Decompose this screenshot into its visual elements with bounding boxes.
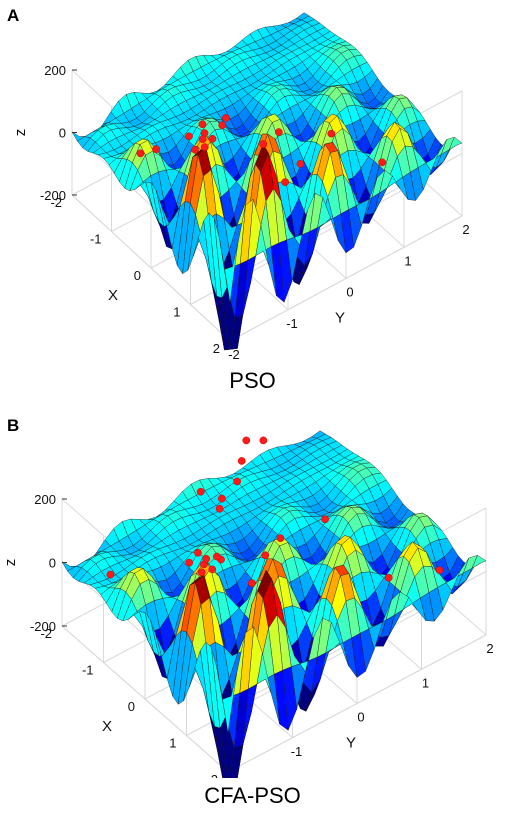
- z-tick-label: -200: [30, 619, 56, 634]
- x-tick-label: -1: [82, 663, 94, 678]
- y-tick-label: 2: [486, 641, 493, 656]
- y-tick-label: -1: [291, 744, 303, 759]
- particle-point: [281, 178, 289, 186]
- y-tick-label: 1: [422, 675, 429, 690]
- panel-a: A -200 0 200 -2 -1 0 1 2 -2 -1 0 1 2 z X Y PSO: [0, 0, 505, 410]
- particle-point: [222, 114, 230, 122]
- particle-point: [198, 120, 207, 129]
- particle-point: [213, 552, 221, 561]
- z-axis-label: z: [12, 129, 29, 137]
- z-tick-label: 0: [49, 556, 56, 571]
- particle-point: [435, 566, 444, 574]
- axis-ticks: -200 0 200 -2 -1 0 1 2 -2 -1 0 1 2 z X Y: [12, 63, 470, 362]
- chart-caption: CFA-PSO: [204, 783, 301, 808]
- z-tick-label: -200: [40, 188, 66, 203]
- particle-point: [296, 160, 305, 168]
- particle-point: [321, 515, 329, 524]
- z-tick-label: 200: [44, 63, 66, 78]
- particle-point: [198, 135, 207, 144]
- particle-point: [259, 140, 268, 148]
- surface-plot-pso: -200 0 200 -2 -1 0 1 2 -2 -1 0 1 2 z X Y: [12, 12, 470, 362]
- particle-point: [196, 487, 205, 496]
- panel-label: A: [7, 6, 20, 25]
- x-axis-label: X: [102, 718, 112, 735]
- particle-point: [242, 436, 251, 445]
- particle-point: [248, 579, 256, 587]
- particle-point: [215, 504, 224, 513]
- particle-point: [136, 149, 145, 158]
- x-tick-label: 1: [169, 736, 176, 751]
- particle-point: [259, 436, 268, 445]
- grid-line: [227, 634, 487, 773]
- z-tick-label: 0: [59, 126, 66, 141]
- x-tick-label: 2: [211, 772, 218, 778]
- y-tick-label: 2: [462, 222, 469, 237]
- particle-point: [200, 143, 209, 151]
- grid-line: [71, 132, 231, 279]
- x-axis-label: X: [108, 287, 118, 304]
- surface-mesh: [61, 430, 487, 778]
- y-tick-label: 0: [357, 710, 364, 725]
- particle-point: [106, 570, 115, 579]
- particle-point: [202, 554, 211, 563]
- particles: [136, 114, 386, 186]
- particle-point: [275, 128, 283, 136]
- x-tick-label: 0: [134, 268, 141, 283]
- particle-point: [237, 457, 246, 465]
- y-tick-label: -1: [286, 316, 298, 331]
- x-tick-label: 1: [173, 305, 180, 320]
- particle-point: [276, 534, 285, 543]
- particle-point: [197, 568, 206, 577]
- x-tick-label: -2: [40, 626, 52, 641]
- particle-point: [152, 145, 160, 154]
- particle-point: [218, 121, 227, 130]
- particle-point: [194, 548, 202, 557]
- x-tick-label: -2: [50, 195, 62, 210]
- particles: [106, 436, 444, 587]
- particle-point: [233, 477, 241, 486]
- panel-label: B: [7, 416, 20, 435]
- particle-point: [384, 573, 393, 582]
- particle-point: [261, 551, 270, 560]
- particle-point: [327, 129, 336, 138]
- z-tick-label: 200: [34, 492, 56, 507]
- y-axis-label: Y: [346, 735, 356, 752]
- particle-point: [208, 565, 217, 574]
- y-tick-label: -2: [228, 347, 240, 362]
- y-axis-label: Y: [335, 310, 345, 327]
- x-tick-label: 0: [128, 699, 135, 714]
- particle-point: [185, 132, 193, 141]
- particle-point: [185, 558, 194, 567]
- z-axis-label: z: [2, 559, 19, 567]
- chart-caption: PSO: [229, 368, 276, 393]
- particle-point: [218, 494, 226, 503]
- x-tick-label: 2: [213, 341, 220, 356]
- grid-line: [61, 562, 229, 709]
- x-tick-label: -1: [90, 232, 102, 247]
- particle-point: [378, 158, 386, 167]
- particle-point: [191, 145, 199, 154]
- y-tick-label: 1: [404, 253, 411, 268]
- grid-line: [229, 215, 463, 342]
- particle-point: [208, 134, 217, 143]
- surface-mesh: [71, 12, 463, 351]
- y-tick-label: 0: [346, 285, 353, 300]
